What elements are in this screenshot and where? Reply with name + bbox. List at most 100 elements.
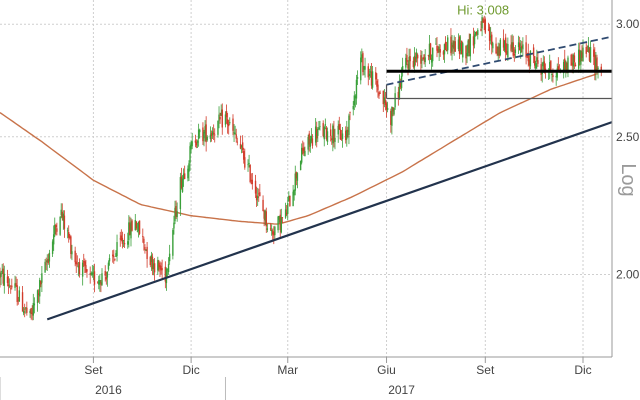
candle-body (573, 55, 576, 63)
candle-body (393, 107, 395, 115)
candle-body (128, 222, 130, 241)
candle-body (160, 265, 162, 271)
candle-body (144, 246, 146, 251)
candle-body (152, 263, 155, 270)
candle-body (233, 132, 235, 134)
candle-body (89, 273, 91, 275)
candle-body (280, 217, 283, 233)
year-label: 2017 (388, 383, 415, 397)
candle-body (585, 46, 587, 54)
candle-body (469, 34, 471, 57)
candle-body (352, 106, 354, 110)
candle-body (502, 38, 505, 48)
candle-body (37, 293, 40, 296)
candle-body (453, 41, 455, 49)
candle-body (266, 228, 269, 230)
candle-body (424, 57, 426, 63)
candle-body (476, 32, 478, 35)
x-tick-label: Dic (182, 363, 199, 377)
y-tick-label: 2.50 (616, 130, 640, 144)
dashed-channel-line (386, 35, 613, 86)
candle-body (299, 161, 302, 171)
candles-layer (0, 14, 602, 321)
candle-body (565, 62, 567, 70)
candle-body (26, 307, 28, 313)
candle-body (421, 59, 423, 61)
candle-body (11, 285, 13, 288)
candle-body (506, 50, 508, 55)
candle-body (83, 261, 85, 263)
candle-body (543, 61, 546, 70)
candle-body (254, 180, 257, 194)
candle-body (314, 126, 317, 143)
candle-body (574, 64, 577, 67)
candle-body (572, 54, 575, 67)
x-tick-label: Set (84, 363, 103, 377)
candle-body (31, 312, 33, 314)
candle-body (347, 130, 349, 132)
candle-body (408, 56, 410, 71)
candle-body (349, 112, 351, 113)
candle-body (205, 124, 207, 143)
candle-body (482, 18, 484, 23)
candle-body (149, 256, 152, 266)
candle-body (256, 196, 259, 199)
moving-average-layer (0, 73, 597, 225)
candle-body (354, 96, 357, 99)
candle-body (30, 308, 32, 314)
candle-body (514, 49, 517, 53)
candle-body (10, 288, 12, 290)
candle-body (369, 71, 372, 73)
candle-body (123, 242, 126, 245)
candle-body (319, 126, 321, 128)
annotation-lines-layer (46, 35, 613, 321)
candle-body (542, 61, 544, 67)
candle-body (383, 97, 386, 104)
candle-body (17, 300, 19, 302)
candle-body (48, 252, 51, 262)
candle-body (521, 45, 523, 49)
candle-body (520, 47, 522, 54)
candle-body (452, 44, 454, 48)
candle-body (397, 91, 400, 98)
candle-body (190, 144, 192, 150)
candle-body (78, 262, 81, 275)
candle-body (232, 118, 234, 131)
candle-body (151, 256, 154, 270)
candle-body (293, 190, 295, 196)
candle-body (370, 71, 373, 86)
candle-body (217, 120, 219, 135)
candle-body (68, 232, 70, 238)
candle-body (348, 115, 350, 136)
candle-body (165, 268, 168, 284)
candle-body (376, 80, 378, 87)
candle-body (36, 290, 39, 303)
candle-body (454, 41, 456, 52)
candle-body (491, 34, 493, 46)
candle-body (236, 141, 238, 143)
candle-body (277, 216, 279, 231)
candle-body (399, 80, 402, 88)
candle-body (294, 173, 296, 191)
candle-body (62, 213, 65, 221)
candle-body (353, 95, 356, 106)
candle-body (484, 19, 487, 33)
candle-body (552, 75, 554, 78)
candle-body (407, 64, 409, 69)
candle-body (582, 47, 584, 62)
candle-body (338, 124, 340, 130)
candle-body (460, 40, 463, 55)
candle-body (537, 60, 539, 64)
candle-body (578, 49, 580, 69)
candle-body (557, 66, 560, 73)
candle-body (251, 179, 254, 185)
candle-body (329, 129, 332, 136)
candle-body (56, 228, 58, 232)
candle-body (40, 280, 42, 285)
candle-body (90, 273, 92, 275)
candle-body (269, 228, 272, 230)
candle-body (295, 172, 298, 179)
candle-body (259, 192, 261, 197)
candle-body (390, 110, 392, 125)
candle-body (597, 67, 599, 70)
